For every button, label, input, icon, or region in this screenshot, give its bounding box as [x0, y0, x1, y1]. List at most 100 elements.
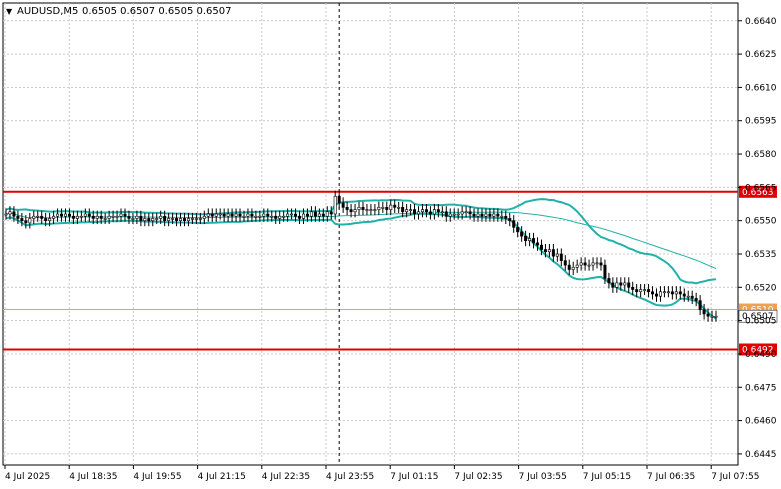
candle-body: [270, 215, 274, 218]
x-tick-label: 7 Jul 03:55: [519, 472, 567, 482]
candle-body: [615, 282, 619, 288]
candle-body: [607, 278, 611, 284]
candle-body: [599, 262, 603, 266]
candle-body: [595, 262, 599, 265]
candle-body: [496, 213, 500, 217]
lower-band: [5, 212, 717, 320]
candle-body: [361, 207, 365, 210]
candle-body: [385, 207, 389, 210]
candle-body: [670, 291, 674, 295]
x-tick-label: 4 Jul 18:35: [69, 472, 117, 482]
candle-body: [246, 213, 250, 217]
chart-menu-marker[interactable]: ▼: [6, 7, 13, 16]
price-axis[interactable]: 0.66400.66250.66100.65950.65800.65650.65…: [738, 17, 777, 460]
candle-body: [139, 215, 143, 221]
candle-body: [127, 215, 131, 219]
candle-body: [432, 209, 436, 215]
x-tick-label: 7 Jul 01:15: [390, 472, 438, 482]
candle-body: [428, 211, 432, 215]
candle-body: [115, 215, 119, 218]
candle-body: [309, 211, 313, 217]
time-axis[interactable]: 4 Jul 2025 4 Jul 18:35 4 Jul 19:55 4 Jul 21…: [4, 465, 759, 482]
candle-body: [258, 215, 262, 218]
candle-body: [658, 291, 662, 297]
candle-body: [163, 215, 167, 221]
candle-body: [579, 262, 583, 266]
candle-body: [424, 209, 428, 213]
candle-body: [559, 253, 563, 261]
candle-body: [28, 218, 32, 224]
candle-body: [56, 213, 60, 217]
candle-body: [44, 218, 48, 221]
candle-body: [456, 213, 460, 216]
candle-body: [405, 209, 409, 213]
candle-body: [325, 211, 329, 217]
y-tick-label: 0.6580: [745, 150, 777, 160]
x-tick-label: 4 Jul 21:15: [198, 472, 246, 482]
candle-body: [206, 213, 210, 217]
level-badge-label: 0.6563: [742, 188, 774, 198]
y-tick-label: 0.6475: [745, 383, 777, 393]
candle-body: [520, 231, 524, 237]
candle-body: [666, 291, 670, 294]
candle-body: [159, 215, 163, 219]
candle-body: [194, 218, 198, 220]
candle-body: [20, 218, 24, 221]
candle-body: [266, 213, 270, 217]
candle-body: [353, 209, 357, 213]
candle-body: [702, 309, 706, 315]
candle-body: [690, 295, 694, 299]
candle-body: [662, 291, 666, 294]
candle-body: [286, 213, 290, 217]
candle-body: [294, 213, 298, 217]
candle-body: [682, 293, 686, 297]
candle-body: [333, 195, 337, 215]
y-tick-label: 0.6520: [745, 283, 777, 293]
candle-body: [377, 207, 381, 210]
candle-body: [147, 218, 151, 221]
y-tick-label: 0.6535: [745, 250, 777, 260]
current-price-badge: [738, 309, 778, 323]
candle-body: [543, 249, 547, 253]
candle-body: [357, 207, 361, 210]
candle-body: [444, 211, 448, 217]
y-tick-label: 0.6595: [745, 117, 777, 127]
candle-body: [171, 218, 175, 220]
candle-body: [500, 215, 504, 218]
grid-lines: [3, 3, 738, 465]
candle-body: [516, 227, 520, 233]
candle-body: [282, 215, 286, 218]
x-tick-label: 4 Jul 23:55: [326, 472, 374, 482]
y-tick-label: 0.6460: [745, 417, 777, 427]
candle-body: [547, 249, 551, 253]
candle-body: [123, 213, 127, 217]
candle-body: [639, 289, 643, 293]
candle-body: [413, 209, 417, 215]
upper-band: [5, 198, 717, 285]
candle-body: [262, 213, 266, 217]
candle-body: [417, 211, 421, 215]
candle-body: [234, 213, 238, 217]
candle-body: [393, 204, 397, 208]
candle-body: [448, 213, 452, 217]
candle-body: [468, 211, 472, 215]
candle-body: [480, 213, 484, 217]
candle-body: [603, 264, 607, 279]
y-tick-label: 0.6640: [745, 17, 777, 27]
candle-body: [230, 213, 234, 217]
candle-body: [301, 213, 305, 219]
candle-body: [190, 218, 194, 220]
candle-body: [571, 267, 575, 270]
candle-body: [341, 202, 345, 208]
chart-area: [2, 2, 739, 466]
candle-body: [119, 213, 123, 217]
candle-body: [555, 253, 559, 257]
candle-body: [48, 218, 52, 221]
candles: [4, 190, 718, 322]
candle-body: [143, 218, 147, 221]
candle-body: [464, 211, 468, 214]
candle-body: [460, 211, 464, 215]
